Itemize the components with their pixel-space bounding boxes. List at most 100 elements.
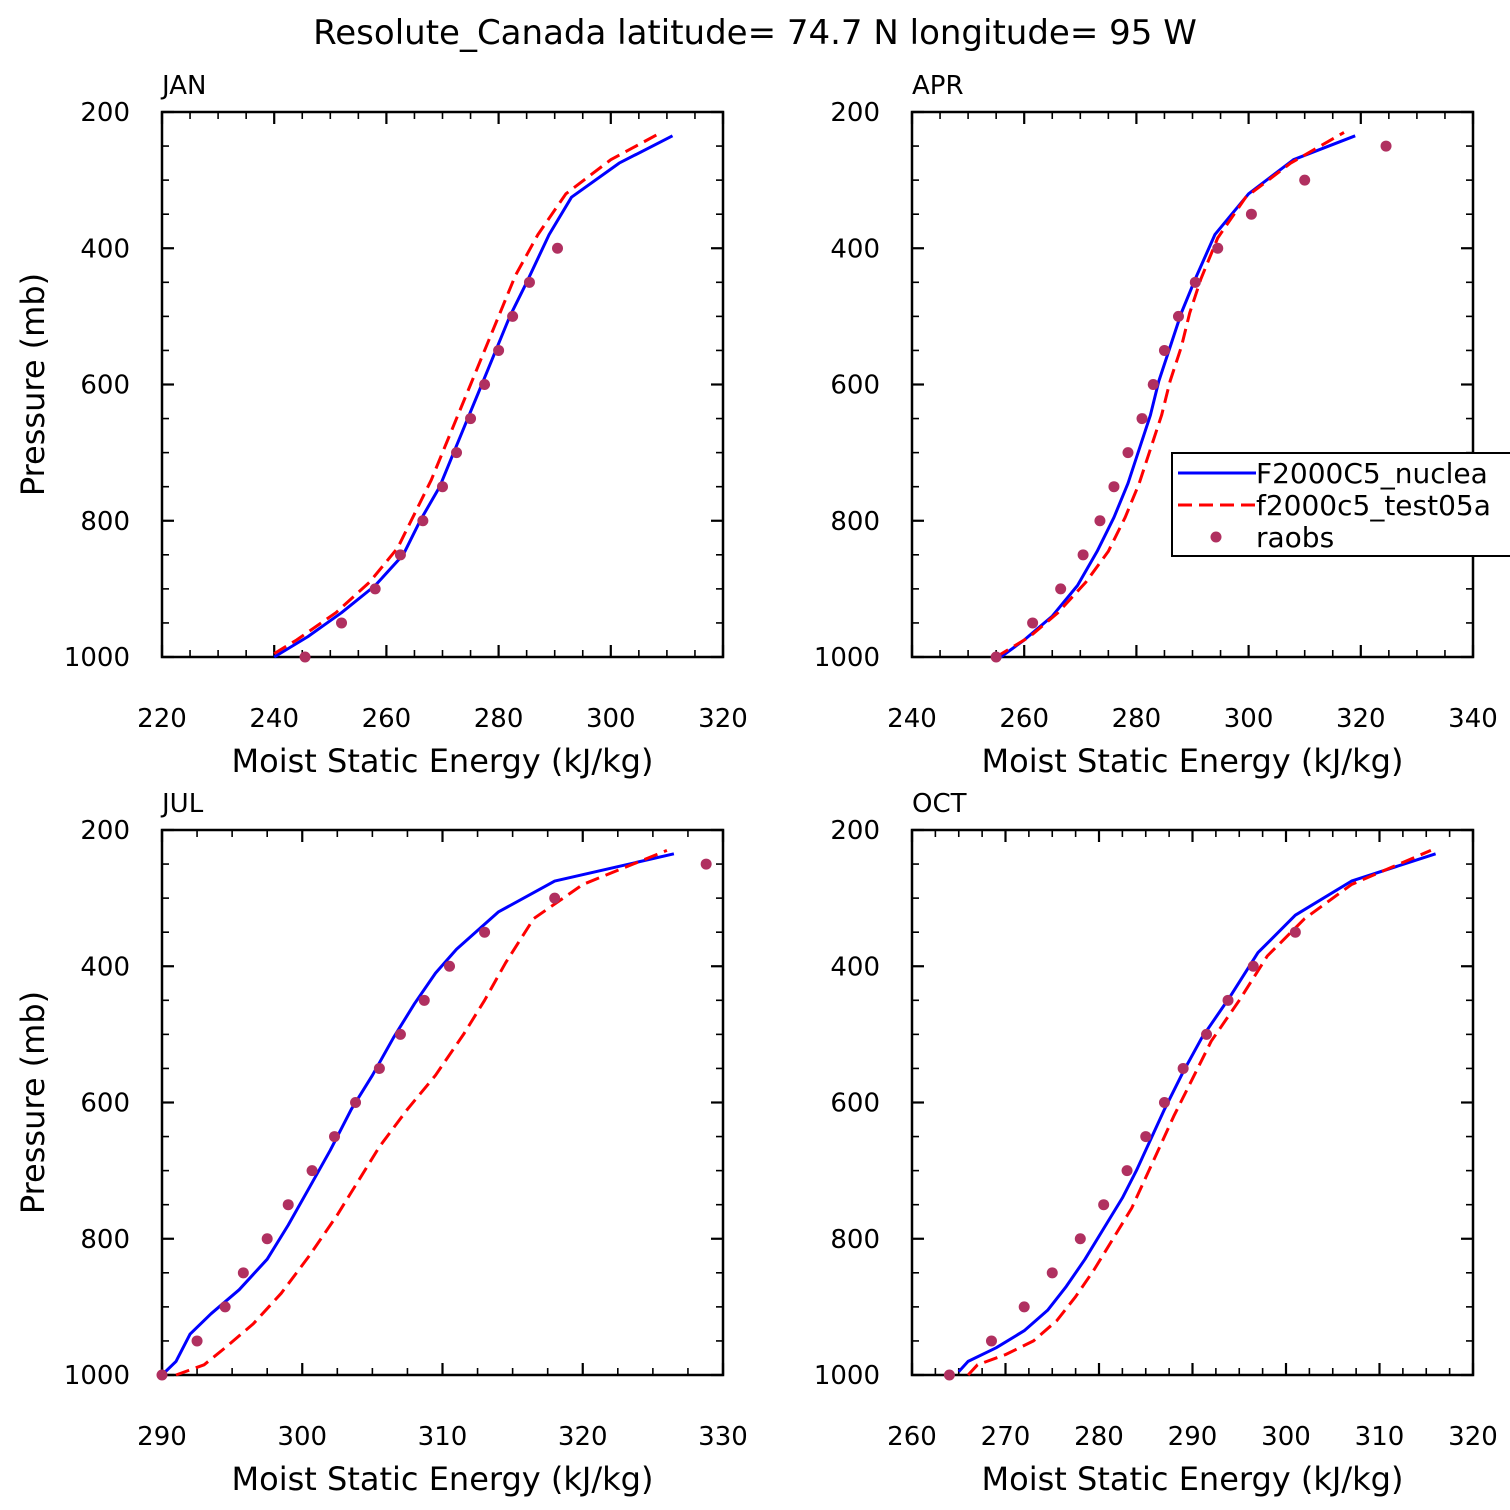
raobs-point	[437, 481, 448, 493]
y-axis-label: Pressure (mb)	[14, 273, 52, 496]
y-tick-label: 1000	[814, 643, 880, 673]
raobs-point	[1247, 960, 1259, 972]
raobs-point	[394, 1028, 406, 1040]
legend-label: F2000C5_nuclea	[1256, 457, 1488, 490]
x-tick-label: 320	[698, 704, 748, 734]
x-tick-label: 240	[249, 704, 299, 734]
raobs-point	[1074, 1233, 1086, 1245]
panel-jan: 220 240 260 280 300 320 200 400 600 800 1000 JAN Moi…	[14, 71, 748, 780]
raobs-point	[1245, 208, 1257, 220]
raobs-point	[523, 276, 535, 288]
raobs-point	[1158, 344, 1170, 356]
raobs-point	[943, 1369, 955, 1381]
raobs-point	[1098, 1199, 1110, 1211]
raobs-point	[1289, 926, 1301, 938]
series-line-nuclea	[273, 134, 674, 659]
series-line-test05a	[966, 849, 1432, 1377]
raobs-point	[394, 549, 406, 561]
x-tick-label: 220	[137, 704, 187, 734]
raobs-point	[1222, 994, 1234, 1006]
raobs-point	[306, 1165, 318, 1177]
x-tick-label: 300	[1224, 704, 1274, 734]
x-tick-label: 270	[981, 1422, 1031, 1452]
series-line-test05a	[995, 131, 1345, 659]
raobs-point	[1077, 549, 1089, 561]
plot-frame	[160, 110, 725, 659]
panel-apr: 240 260 280 300 320 340 200 400 600 800 1000 APR Moi…	[814, 71, 1510, 780]
raobs-point	[1189, 276, 1201, 288]
x-tick-label: 260	[362, 704, 412, 734]
raobs-point	[1027, 617, 1039, 629]
plot-frame	[160, 828, 725, 1377]
raobs-point	[1122, 447, 1134, 459]
x-tick-label: 280	[1074, 1422, 1124, 1452]
x-tick-label: 300	[586, 704, 636, 734]
panel-label: JAN	[160, 71, 206, 101]
x-tick-label: 300	[1261, 1422, 1311, 1452]
y-tick-label: 200	[80, 98, 130, 128]
legend-label: raobs	[1256, 521, 1334, 554]
x-tick-label: 300	[277, 1422, 327, 1452]
panel-oct: 260 270 280 290 300 310 320 200 400 600 800 1000 OCT…	[814, 789, 1498, 1498]
raobs-point	[479, 926, 491, 938]
y-tick-label: 200	[80, 816, 130, 846]
x-tick-label: 240	[887, 704, 937, 734]
raobs-point	[1094, 515, 1106, 527]
raobs-point	[329, 1131, 341, 1143]
raobs-point	[1299, 174, 1311, 186]
y-tick-label: 1000	[814, 1361, 880, 1391]
raobs-point	[261, 1233, 273, 1245]
raobs-point	[444, 960, 456, 972]
raobs-point	[373, 1062, 385, 1074]
y-tick-label: 800	[80, 507, 130, 537]
y-tick-label: 1000	[64, 643, 130, 673]
figure-title: Resolute_Canada latitude= 74.7 N longitu…	[313, 13, 1197, 53]
raobs-point	[1108, 481, 1120, 493]
x-axis-label: Moist Static Energy (kJ/kg)	[982, 1460, 1404, 1498]
x-tick-label: 340	[1448, 704, 1498, 734]
raobs-point	[336, 617, 348, 629]
series-line-test05a	[273, 131, 663, 655]
plot-frame	[910, 110, 1475, 659]
y-tick-label: 800	[830, 507, 880, 537]
x-tick-label: 330	[698, 1422, 748, 1452]
y-tick-label: 1000	[64, 1361, 130, 1391]
y-tick-label: 200	[830, 816, 880, 846]
raobs-point	[507, 310, 519, 322]
raobs-point	[1121, 1165, 1133, 1177]
panels: 220 240 260 280 300 320 200 400 600 800 1000 JAN Moi…	[14, 71, 1510, 1498]
raobs-point	[1201, 1028, 1213, 1040]
raobs-point	[1018, 1301, 1030, 1313]
y-tick-label: 400	[80, 234, 130, 264]
y-tick-label: 600	[830, 371, 880, 401]
y-tick-label: 800	[80, 1225, 130, 1255]
raobs-point	[985, 1335, 997, 1347]
y-axis-label: Pressure (mb)	[14, 991, 52, 1214]
raobs-point	[552, 242, 564, 254]
raobs-point	[465, 413, 477, 425]
y-tick-label: 600	[830, 1089, 880, 1119]
raobs-point	[990, 651, 1002, 663]
series-line-nuclea	[957, 852, 1437, 1373]
legend-marker-raobs	[1210, 531, 1222, 543]
series-line-nuclea	[160, 852, 675, 1377]
x-axis-label: Moist Static Energy (kJ/kg)	[232, 1460, 654, 1498]
x-tick-label: 260	[999, 704, 1049, 734]
raobs-point	[350, 1097, 362, 1108]
raobs-point	[1158, 1097, 1170, 1108]
y-tick-label: 800	[830, 1225, 880, 1255]
x-axis-label: Moist Static Energy (kJ/kg)	[232, 742, 654, 780]
y-tick-label: 600	[80, 1089, 130, 1119]
raobs-point	[479, 379, 491, 390]
raobs-point	[1136, 413, 1148, 425]
x-tick-label: 290	[1168, 1422, 1218, 1452]
raobs-point	[156, 1369, 168, 1381]
raobs-point	[1212, 242, 1224, 254]
series-line-test05a	[175, 849, 668, 1377]
y-tick-label: 400	[830, 234, 880, 264]
legend-label: f2000c5_test05a	[1256, 489, 1491, 522]
x-tick-label: 280	[474, 704, 524, 734]
x-tick-label: 310	[1355, 1422, 1405, 1452]
x-tick-label: 320	[1336, 704, 1386, 734]
